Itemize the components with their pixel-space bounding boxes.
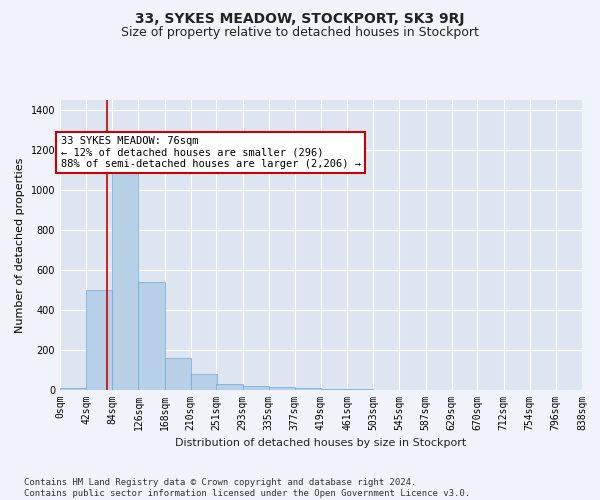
Bar: [217, 384, 242, 390]
Bar: [112, 160, 139, 390]
Text: 33, SYKES MEADOW, STOCKPORT, SK3 9RJ: 33, SYKES MEADOW, STOCKPORT, SK3 9RJ: [135, 12, 465, 26]
Bar: [164, 358, 191, 390]
Bar: [269, 387, 295, 390]
Bar: [139, 282, 164, 390]
Text: Distribution of detached houses by size in Stockport: Distribution of detached houses by size …: [175, 438, 467, 448]
Text: Size of property relative to detached houses in Stockport: Size of property relative to detached ho…: [121, 26, 479, 39]
Text: 33 SYKES MEADOW: 76sqm
← 12% of detached houses are smaller (296)
88% of semi-de: 33 SYKES MEADOW: 76sqm ← 12% of detached…: [61, 136, 361, 169]
Bar: [242, 386, 269, 390]
Bar: [191, 374, 217, 390]
Bar: [60, 388, 86, 390]
Bar: [86, 290, 112, 390]
Bar: [321, 389, 347, 390]
Text: Contains HM Land Registry data © Crown copyright and database right 2024.
Contai: Contains HM Land Registry data © Crown c…: [24, 478, 470, 498]
Bar: [295, 388, 321, 390]
Y-axis label: Number of detached properties: Number of detached properties: [15, 158, 25, 332]
